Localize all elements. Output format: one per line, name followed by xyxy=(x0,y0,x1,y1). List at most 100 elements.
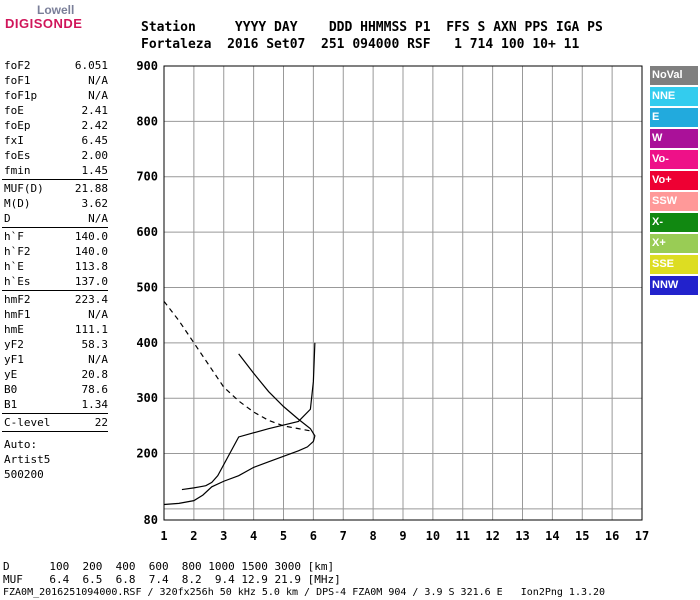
x-tick-label: 10 xyxy=(426,529,440,543)
param-row: foF2 6.051 xyxy=(2,58,108,73)
ionogram-trace xyxy=(163,353,316,506)
param-name: hmF1 xyxy=(4,308,31,321)
logo-digisonde: DIGISONDE xyxy=(5,16,83,31)
param-value: 20.8 xyxy=(81,368,109,381)
x-tick-label: 2 xyxy=(190,529,197,543)
param-value: 1.34 xyxy=(81,398,109,411)
param-name: MUF(D) xyxy=(4,182,44,195)
param-value: N/A xyxy=(88,353,108,366)
autoscaling-info: 500200 xyxy=(4,468,44,481)
ionogram-trace xyxy=(181,342,316,491)
param-value: N/A xyxy=(88,308,108,321)
param-name: C-level xyxy=(4,416,51,429)
param-row: foEs 2.00 xyxy=(2,148,108,163)
legend-item: W xyxy=(650,129,698,148)
legend-item: E xyxy=(650,108,698,127)
x-tick-label: 15 xyxy=(575,529,589,543)
ionogram-trace xyxy=(163,300,314,433)
param-row: fmin 1.45 xyxy=(2,163,108,178)
param-value: 21.88 xyxy=(74,182,108,195)
y-tick-label: 600 xyxy=(136,225,158,239)
param-row: yE 20.8 xyxy=(2,367,108,382)
param-name: h`E xyxy=(4,260,24,273)
param-value: 3.62 xyxy=(81,197,109,210)
param-row: hmE 111.1 xyxy=(2,322,108,337)
param-value: 140.0 xyxy=(74,245,108,258)
legend-item: SSW xyxy=(650,192,698,211)
y-tick-label: 80 xyxy=(144,513,158,527)
param-value: 140.0 xyxy=(74,230,108,243)
param-name: foF2 xyxy=(4,59,31,72)
param-divider xyxy=(2,179,108,180)
x-tick-label: 9 xyxy=(399,529,406,543)
param-name: B0 xyxy=(4,383,18,396)
param-name: foEs xyxy=(4,149,31,162)
footer-file-info: FZA0M_2016251094000.RSF / 320fx256h 50 k… xyxy=(3,587,606,598)
param-value: 1.45 xyxy=(81,164,109,177)
param-value: 58.3 xyxy=(81,338,109,351)
legend-item: Vo- xyxy=(650,150,698,169)
param-row: foEp 2.42 xyxy=(2,118,108,133)
param-row: h`E 113.8 xyxy=(2,259,108,274)
param-row: h`F 140.0 xyxy=(2,229,108,244)
param-value: 6.051 xyxy=(74,59,108,72)
y-tick-label: 400 xyxy=(136,336,158,350)
param-name: hmF2 xyxy=(4,293,31,306)
param-divider xyxy=(2,227,108,228)
param-name: foF1 xyxy=(4,74,31,87)
plot-frame xyxy=(163,65,643,521)
x-tick-label: 4 xyxy=(250,529,257,543)
param-name: D xyxy=(4,212,11,225)
footer-distance-row: D 100 200 400 600 800 1000 1500 3000 [km… xyxy=(3,560,335,573)
y-tick-label: 500 xyxy=(136,280,158,294)
param-value: N/A xyxy=(88,212,108,225)
y-tick-label: 700 xyxy=(136,170,158,184)
param-value: 2.42 xyxy=(81,119,109,132)
x-tick-label: 12 xyxy=(485,529,499,543)
param-row: hmF1 N/A xyxy=(2,307,108,322)
param-row: yF1 N/A xyxy=(2,352,108,367)
param-name: h`F xyxy=(4,230,24,243)
param-name: fmin xyxy=(4,164,31,177)
x-tick-label: 7 xyxy=(340,529,347,543)
legend-item: NNE xyxy=(650,87,698,106)
param-name: yF2 xyxy=(4,338,24,351)
x-tick-label: 1 xyxy=(160,529,167,543)
param-row: M(D) 3.62 xyxy=(2,196,108,211)
param-name: foF1p xyxy=(4,89,38,102)
param-divider xyxy=(2,413,108,414)
param-name: yE xyxy=(4,368,18,381)
param-row: h`F2 140.0 xyxy=(2,244,108,259)
param-row: B0 78.6 xyxy=(2,382,108,397)
param-value: N/A xyxy=(88,89,108,102)
param-row: B1 1.34 xyxy=(2,397,108,412)
legend-item: Vo+ xyxy=(650,171,698,190)
param-row: C-level 22 xyxy=(2,415,108,430)
parameter-panel: foF2 6.051 foF1 N/A foF1p N/A foE 2.41 foEp 2.42 f… xyxy=(2,58,108,482)
legend-item: X+ xyxy=(650,234,698,253)
param-value: 2.00 xyxy=(81,149,109,162)
param-name: M(D) xyxy=(4,197,31,210)
param-value: 22 xyxy=(94,416,108,429)
param-value: 78.6 xyxy=(81,383,109,396)
header-columns: Station YYYY DAY DDD HHMMSS P1 FFS S AXN… xyxy=(141,20,603,35)
y-tick-label: 300 xyxy=(136,391,158,405)
header-values: Fortaleza 2016 Set07 251 094000 RSF 1 71… xyxy=(141,37,580,52)
x-tick-label: 11 xyxy=(456,529,470,543)
param-value: 2.41 xyxy=(81,104,109,117)
param-name: hmE xyxy=(4,323,24,336)
footer-muf-row: MUF 6.4 6.5 6.8 7.4 8.2 9.4 12.9 21.9 [M… xyxy=(3,573,341,586)
param-value: N/A xyxy=(88,74,108,87)
param-row: foF1p N/A xyxy=(2,88,108,103)
param-name: B1 xyxy=(4,398,18,411)
x-tick-label: 6 xyxy=(310,529,317,543)
param-name: h`F2 xyxy=(4,245,31,258)
y-tick-label: 900 xyxy=(136,59,158,73)
param-row: hmF2 223.4 xyxy=(2,292,108,307)
x-tick-label: 8 xyxy=(370,529,377,543)
param-name: foE xyxy=(4,104,24,117)
param-value: 113.8 xyxy=(74,260,108,273)
param-row: MUF(D) 21.88 xyxy=(2,181,108,196)
param-name: foEp xyxy=(4,119,31,132)
